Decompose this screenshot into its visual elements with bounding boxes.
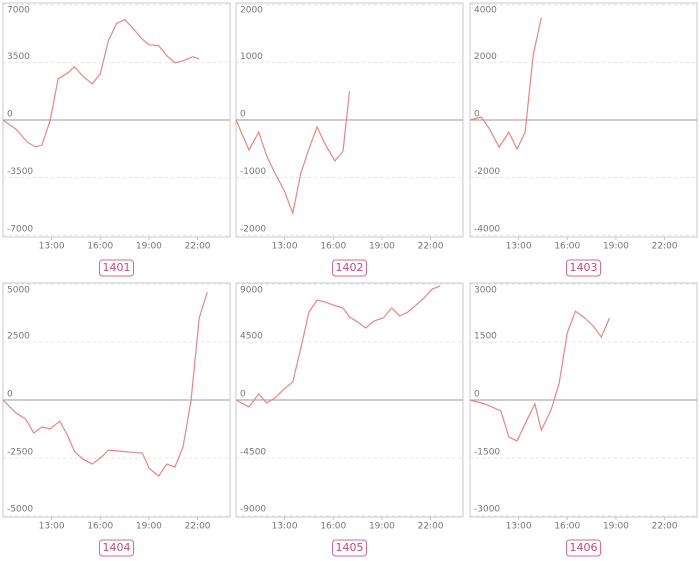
y-tick-label: 0 <box>240 110 246 120</box>
chart-panel: 9000 4500 0 -4500 -9000 13:00 16:00 19:00 22:00 1… <box>235 282 464 557</box>
x-tick-label: 13:00 <box>506 522 532 532</box>
x-tick-label: 16:00 <box>554 522 580 532</box>
chart-panel: 4000 2000 0 -2000 -4000 13:00 16:00 19:00 22:00 1… <box>469 2 698 277</box>
button-label: 1404 <box>103 541 131 554</box>
y-tick-label: 7000 <box>7 6 30 16</box>
x-tick-label: 16:00 <box>320 522 346 532</box>
chart-panel: 2000 1000 0 -1000 -2000 13:00 16:00 19:00 22:00 1… <box>235 2 464 277</box>
y-tick-label: 0 <box>474 390 480 400</box>
panel-button[interactable]: 1406 <box>566 539 601 557</box>
x-tick-label: 13:00 <box>39 242 65 252</box>
y-tick-label: -9000 <box>240 505 266 515</box>
y-tick-label: -1000 <box>240 167 266 177</box>
panel-button[interactable]: 1405 <box>332 539 367 557</box>
chart-panel: 7000 3500 0 -3500 -7000 13:00 16:00 19:00 22:00 1… <box>2 2 231 277</box>
y-tick-label: 9000 <box>240 286 263 296</box>
data-line <box>2 291 208 478</box>
button-label: 1406 <box>570 541 598 554</box>
x-tick-label: 22:00 <box>652 522 678 532</box>
x-tick-label: 16:00 <box>87 242 113 252</box>
panel-button[interactable]: 1401 <box>99 259 134 277</box>
chart-panel: 3000 1500 0 -1500 -3000 13:00 16:00 19:00 22:00 1… <box>469 282 698 557</box>
y-tick-label: -2500 <box>7 448 33 458</box>
panel-button[interactable]: 1402 <box>332 259 367 277</box>
y-tick-label: 3500 <box>7 52 30 62</box>
x-tick-label: 13:00 <box>272 522 298 532</box>
button-frame <box>99 259 134 277</box>
button-label: 1402 <box>336 261 364 274</box>
data-line <box>2 18 200 148</box>
y-tick-label: 0 <box>474 110 480 120</box>
x-tick-label: 19:00 <box>369 522 395 532</box>
y-tick-label: 1500 <box>474 332 497 342</box>
button-label: 1405 <box>336 541 364 554</box>
button-frame <box>332 539 367 557</box>
y-tick-label: -3000 <box>474 505 500 515</box>
x-tick-label: 19:00 <box>136 242 162 252</box>
x-tick-label: 16:00 <box>87 522 113 532</box>
x-tick-label: 22:00 <box>185 522 211 532</box>
button-frame <box>566 539 601 557</box>
button-label: 1401 <box>103 261 131 274</box>
y-tick-label: 1000 <box>240 52 263 62</box>
y-tick-label: 2000 <box>474 52 497 62</box>
button-label: 1403 <box>570 261 598 274</box>
x-tick-label: 13:00 <box>506 242 532 252</box>
button-frame <box>332 259 367 277</box>
y-tick-label: 0 <box>240 390 246 400</box>
x-tick-label: 22:00 <box>418 522 444 532</box>
y-tick-label: -2000 <box>474 167 500 177</box>
panel-button[interactable]: 1404 <box>99 539 134 557</box>
x-tick-label: 22:00 <box>418 242 444 252</box>
button-frame <box>566 259 601 277</box>
x-tick-label: 22:00 <box>652 242 678 252</box>
y-tick-label: -2000 <box>240 225 266 235</box>
data-line <box>469 17 542 151</box>
button-frame <box>99 539 134 557</box>
y-tick-label: -4000 <box>474 225 500 235</box>
data-line <box>235 285 441 408</box>
y-tick-label: 0 <box>7 390 13 400</box>
x-tick-label: 19:00 <box>369 242 395 252</box>
y-tick-label: 2000 <box>240 6 263 16</box>
y-tick-label: 0 <box>7 110 13 120</box>
x-tick-label: 19:00 <box>603 522 629 532</box>
x-tick-label: 16:00 <box>554 242 580 252</box>
x-tick-label: 13:00 <box>272 242 298 252</box>
y-tick-label: -3500 <box>7 167 33 177</box>
y-tick-label: 2500 <box>7 331 30 341</box>
chart-panel: 5000 2500 0 -2500 -5000 13:00 16:00 19:00 22:00 1… <box>2 282 231 557</box>
y-tick-label: -7000 <box>7 225 33 235</box>
x-tick-label: 19:00 <box>603 242 629 252</box>
data-line <box>469 310 610 442</box>
x-tick-label: 16:00 <box>320 242 346 252</box>
y-tick-label: -1500 <box>474 447 500 457</box>
y-tick-label: -5000 <box>7 505 33 515</box>
y-tick-label: -4500 <box>240 447 266 457</box>
x-tick-label: 22:00 <box>185 242 211 252</box>
y-tick-label: 5000 <box>7 286 30 296</box>
panel-button[interactable]: 1403 <box>566 259 601 277</box>
x-tick-label: 19:00 <box>136 522 162 532</box>
y-tick-label: 3000 <box>474 286 497 296</box>
data-line <box>235 91 351 216</box>
x-tick-label: 13:00 <box>39 522 65 532</box>
y-tick-label: 4000 <box>474 6 497 16</box>
y-tick-label: 4500 <box>240 332 263 342</box>
